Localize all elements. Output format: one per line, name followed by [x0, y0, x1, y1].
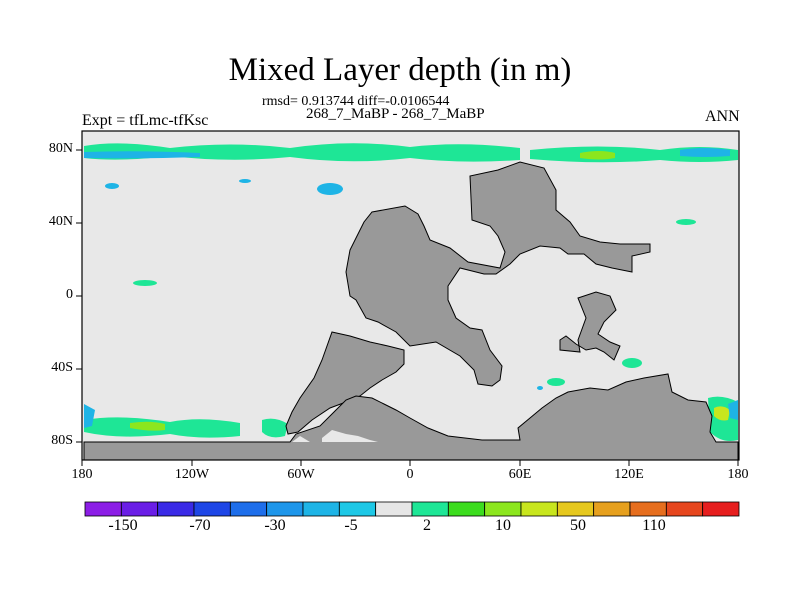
- colorbar-label: 50: [570, 517, 586, 534]
- landmass-americas-africa: [345, 161, 651, 387]
- season-label: ANN: [705, 108, 740, 125]
- colorbar-box: [120, 501, 159, 517]
- landmass-australia: [559, 291, 621, 361]
- colorbar-label: -30: [264, 517, 286, 534]
- colorbar-box: [665, 501, 704, 517]
- stats-line: rmsd= 0.913744 diff=-0.0106544: [262, 94, 450, 109]
- experiment-label: Expt = tfLmc-tfKsc: [82, 112, 209, 129]
- landmass-antarctica: [83, 373, 739, 461]
- colorbar-box: [593, 501, 631, 517]
- y-tick-80s: 80S: [51, 433, 73, 448]
- colorbar-box: [375, 501, 413, 517]
- anomaly-blobs: [105, 179, 696, 390]
- arctic-anomaly-band: [84, 143, 738, 163]
- colorbar-box: [484, 501, 522, 517]
- y-tick-40s: 40S: [51, 360, 73, 375]
- colorbar-box: [556, 501, 595, 517]
- colorbar-box: [702, 501, 740, 517]
- x-tick-60w: 60W: [287, 467, 315, 482]
- colorbar-label: -5: [344, 517, 358, 534]
- x-tick-180w: 180: [71, 467, 93, 482]
- colorbar-box: [447, 501, 486, 517]
- antarctic-inlet: [322, 430, 378, 442]
- colorbar-label: 2: [423, 517, 431, 534]
- colorbar-box: [193, 501, 231, 517]
- colorbar-box: [629, 501, 667, 517]
- antarctic-inlet-small: [292, 436, 310, 442]
- x-tick-120w: 120W: [174, 467, 210, 482]
- colorbar-box: [338, 501, 377, 517]
- y-tick-0: 0: [66, 287, 73, 302]
- y-tick-40n: 40N: [48, 214, 73, 229]
- colorbar-label: 10: [495, 517, 511, 534]
- colorbar-box: [229, 501, 268, 517]
- colorbar: [84, 501, 740, 517]
- colorbar-label: 110: [642, 517, 666, 534]
- colorbar-box: [302, 501, 340, 517]
- x-tick-60e: 60E: [508, 467, 532, 482]
- colorbar-label: -70: [189, 517, 211, 534]
- x-tick-0: 0: [406, 467, 414, 482]
- case-line: 268_7_MaBP - 268_7_MaBP: [306, 106, 485, 122]
- colorbar-box: [520, 501, 558, 517]
- colorbar-box: [84, 501, 122, 517]
- colorbar-box: [157, 501, 195, 517]
- colorbar-box: [411, 501, 449, 517]
- colorbar-label: -150: [108, 517, 138, 534]
- y-tick-80n: 80N: [48, 141, 73, 156]
- x-tick-180e: 180: [727, 467, 749, 482]
- x-tick-120e: 120E: [614, 467, 644, 482]
- southern-anomaly-band: [84, 396, 738, 441]
- land-masses: [83, 161, 739, 461]
- colorbar-box: [266, 501, 304, 517]
- plot-title: Mixed Layer depth (in m): [228, 52, 572, 88]
- axis-ticks: [76, 149, 739, 466]
